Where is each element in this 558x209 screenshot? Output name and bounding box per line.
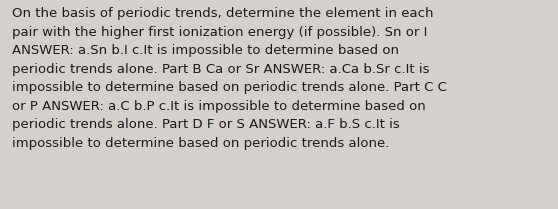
Text: On the basis of periodic trends, determine the element in each
pair with the hig: On the basis of periodic trends, determi… — [12, 7, 447, 150]
